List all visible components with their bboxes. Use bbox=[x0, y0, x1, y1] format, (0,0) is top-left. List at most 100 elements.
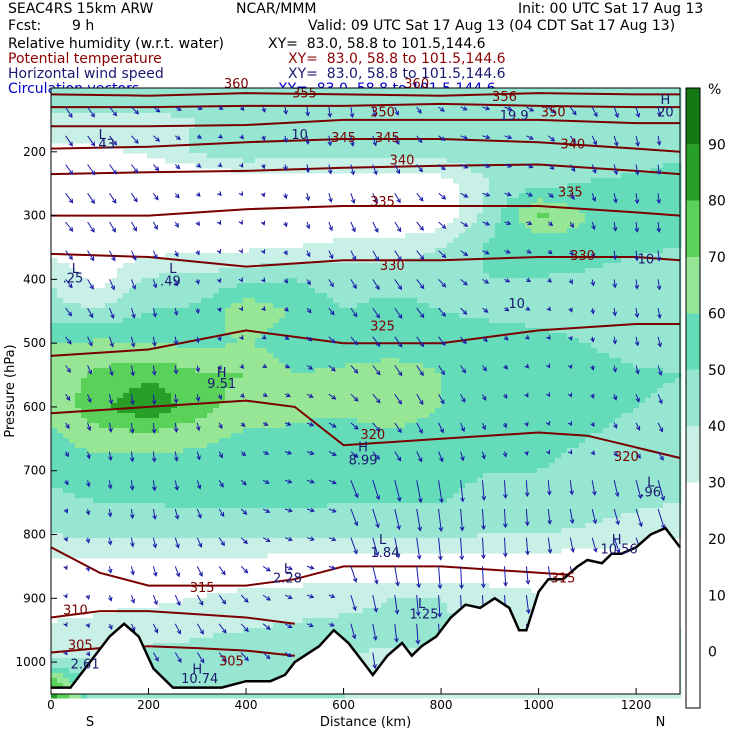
rh-cell bbox=[579, 288, 586, 294]
rh-cell bbox=[453, 353, 460, 359]
rh-cell bbox=[489, 178, 496, 184]
rh-cell bbox=[471, 228, 478, 234]
rh-cell bbox=[183, 363, 190, 369]
rh-cell bbox=[543, 293, 550, 299]
rh-cell bbox=[447, 238, 454, 244]
rh-cell bbox=[489, 253, 496, 259]
rh-cell bbox=[615, 368, 622, 374]
rh-cell bbox=[81, 278, 88, 284]
rh-cell bbox=[75, 333, 82, 339]
rh-cell bbox=[561, 123, 568, 129]
rh-cell bbox=[195, 268, 202, 274]
rh-cell bbox=[471, 223, 478, 229]
rh-cell bbox=[627, 98, 634, 104]
rh-cell bbox=[123, 343, 130, 349]
rh-cell bbox=[363, 328, 370, 334]
rh-cell bbox=[141, 313, 148, 319]
rh-cell bbox=[303, 158, 310, 164]
rh-cell bbox=[501, 328, 508, 334]
rh-cell bbox=[585, 168, 592, 174]
rh-cell bbox=[363, 243, 370, 249]
rh-cell bbox=[633, 143, 640, 149]
rh-cell bbox=[417, 113, 424, 119]
rh-cell bbox=[537, 218, 544, 224]
rh-cell bbox=[105, 323, 112, 329]
rh-cell bbox=[357, 318, 364, 324]
rh-cell bbox=[57, 328, 64, 334]
rh-cell bbox=[243, 348, 250, 354]
rh-cell bbox=[453, 243, 460, 249]
rh-cell bbox=[591, 258, 598, 264]
rh-cell bbox=[195, 88, 202, 94]
rh-cell bbox=[471, 288, 478, 294]
rh-cell bbox=[609, 318, 616, 324]
rh-cell bbox=[285, 113, 292, 119]
rh-cell bbox=[549, 228, 556, 234]
rh-cell bbox=[183, 343, 190, 349]
rh-cell bbox=[621, 218, 628, 224]
rh-cell bbox=[399, 358, 406, 364]
model-name: SEAC4RS 15km ARW bbox=[8, 1, 154, 17]
rh-cell bbox=[273, 353, 280, 359]
rh-cell bbox=[555, 303, 562, 309]
rh-cell bbox=[669, 323, 676, 329]
rh-cell bbox=[597, 168, 604, 174]
rh-cell bbox=[483, 233, 490, 239]
rh-cell bbox=[273, 318, 280, 324]
rh-cell bbox=[411, 363, 418, 369]
rh-cell bbox=[447, 273, 454, 279]
rh-cell bbox=[291, 148, 298, 154]
rh-cell bbox=[207, 138, 214, 144]
rh-cell bbox=[351, 148, 358, 154]
rh-cell bbox=[219, 328, 226, 334]
rh-cell bbox=[297, 323, 304, 329]
rh-cell bbox=[549, 123, 556, 129]
rh-cell bbox=[609, 123, 616, 129]
rh-cell bbox=[333, 283, 340, 289]
rh-cell bbox=[153, 298, 160, 304]
rh-cell bbox=[309, 288, 316, 294]
rh-cell bbox=[675, 163, 682, 169]
rh-cell bbox=[381, 273, 388, 279]
rh-cell bbox=[627, 298, 634, 304]
rh-cell bbox=[639, 143, 646, 149]
rh-cell bbox=[483, 293, 490, 299]
rh-cell bbox=[309, 303, 316, 309]
rh-cell bbox=[573, 253, 580, 259]
rh-cell bbox=[615, 148, 622, 154]
rh-cell bbox=[579, 323, 586, 329]
rh-cell bbox=[441, 263, 448, 269]
rh-cell bbox=[51, 98, 58, 104]
rh-cell bbox=[423, 268, 430, 274]
rh-cell bbox=[129, 268, 136, 274]
rh-cell bbox=[225, 283, 232, 289]
rh-cell bbox=[309, 373, 316, 379]
rh-cell bbox=[243, 128, 250, 134]
rh-cell bbox=[507, 283, 514, 289]
rh-cell bbox=[489, 193, 496, 199]
rh-cell bbox=[273, 258, 280, 264]
rh-cell bbox=[543, 258, 550, 264]
rh-cell bbox=[513, 353, 520, 359]
rh-cell bbox=[645, 223, 652, 229]
rh-cell bbox=[267, 288, 274, 294]
rh-cell bbox=[627, 108, 634, 114]
rh-cell bbox=[555, 328, 562, 334]
rh-cell bbox=[189, 343, 196, 349]
rh-cell bbox=[129, 303, 136, 309]
rh-cell bbox=[639, 373, 646, 379]
rh-cell bbox=[75, 378, 82, 384]
rh-cell bbox=[495, 233, 502, 239]
rh-cell bbox=[273, 98, 280, 104]
rh-cell bbox=[447, 298, 454, 304]
rh-cell bbox=[597, 373, 604, 379]
rh-cell bbox=[231, 373, 238, 379]
rh-cell bbox=[369, 308, 376, 314]
rh-cell bbox=[219, 253, 226, 259]
rh-cell bbox=[333, 238, 340, 244]
rh-cell bbox=[549, 113, 556, 119]
rh-cell bbox=[657, 258, 664, 264]
rh-cell bbox=[399, 283, 406, 289]
rh-cell bbox=[333, 298, 340, 304]
rh-cell bbox=[549, 278, 556, 284]
